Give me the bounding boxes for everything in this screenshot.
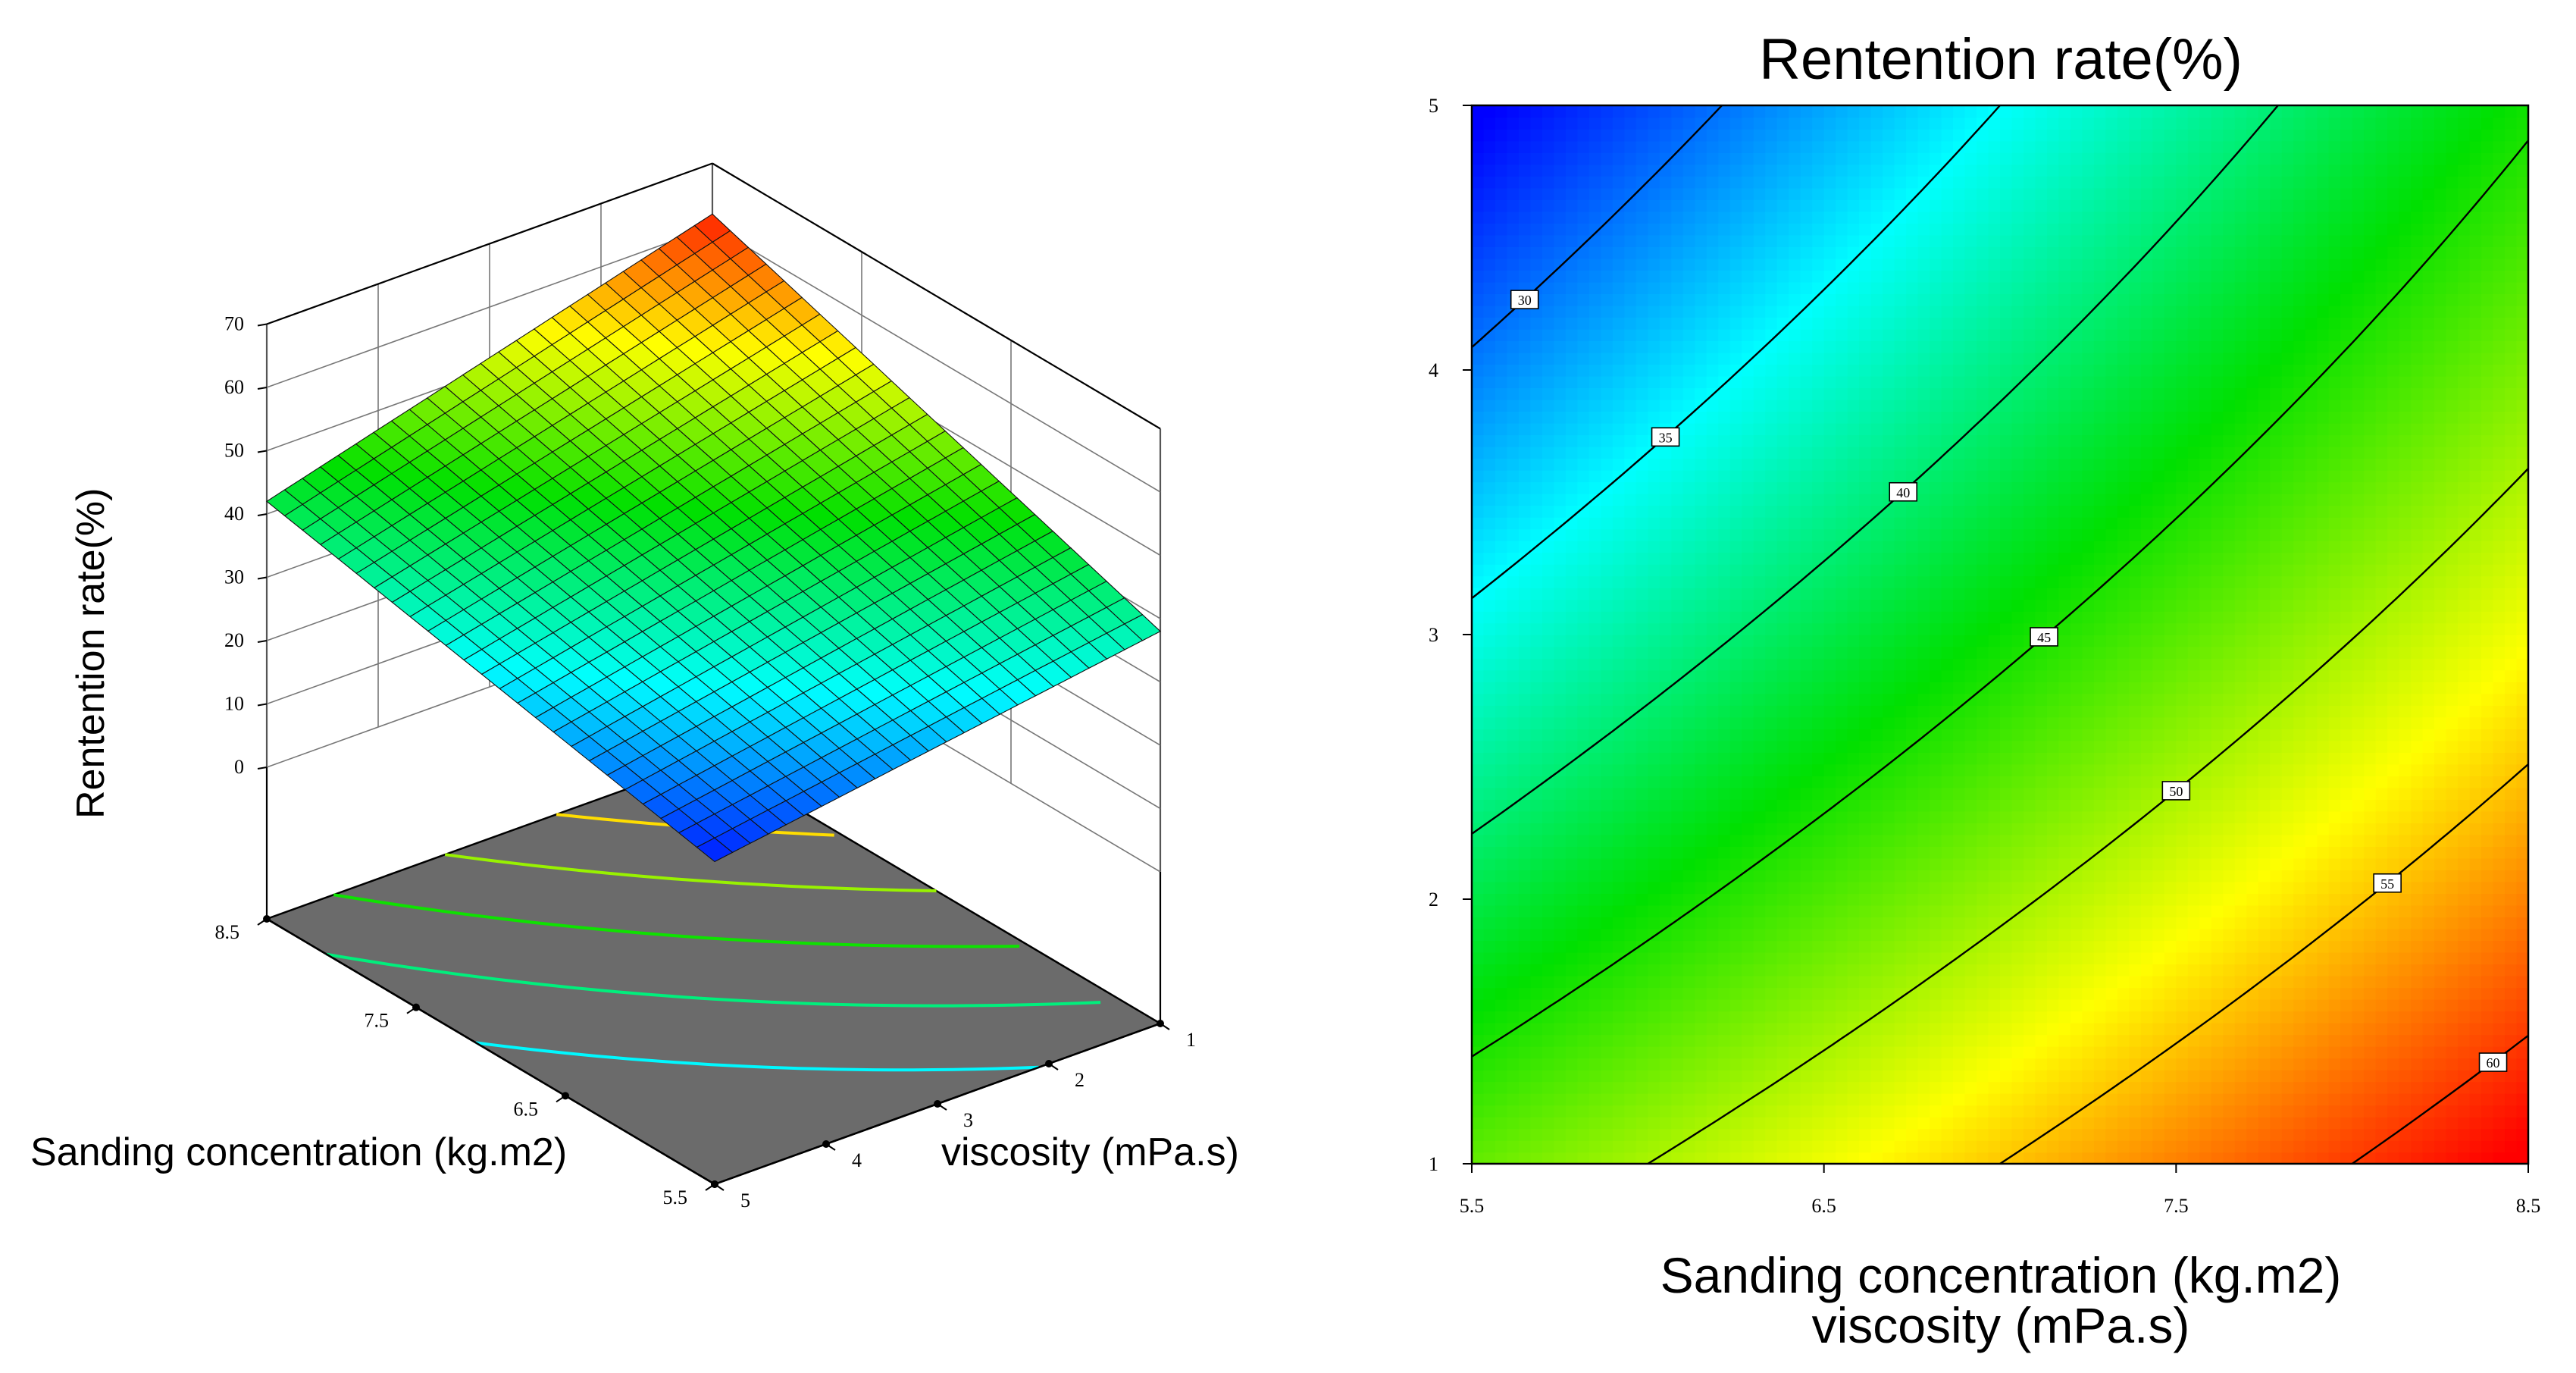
z-tick-label: 50 xyxy=(224,440,244,462)
viscosity-axis-ticks: 1 2 3 4 5 xyxy=(711,1020,1196,1212)
surface-mesh xyxy=(266,213,1161,863)
viscosity-tick-label: 3 xyxy=(963,1109,973,1131)
sanding-tick-label: 5.5 xyxy=(663,1186,688,1208)
contour-labels: 30 35 40 45 50 55 60 xyxy=(1510,290,2508,1072)
viscosity-tick-dot xyxy=(1045,1060,1053,1067)
contour-label: 40 xyxy=(1889,481,1918,502)
contour-label: 30 xyxy=(1510,290,1539,309)
contour-line xyxy=(1472,105,1723,348)
y-axis-ticks: 1 2 3 4 5 xyxy=(1429,95,1472,1175)
contour-line xyxy=(1472,139,2528,1058)
viscosity-tick-dot xyxy=(822,1140,830,1148)
viscosity-tick-dot xyxy=(711,1180,718,1188)
sanding-axis-ticks: 8.5 7.5 6.5 5.5 xyxy=(215,915,718,1208)
y-axis-label: viscosity (mPa.s) xyxy=(1812,1297,2190,1353)
sanding-tick-label: 7.5 xyxy=(365,1010,390,1032)
z-tick-mark xyxy=(257,576,268,580)
z-tick-label: 40 xyxy=(224,503,244,525)
z-tick-mark xyxy=(257,640,268,643)
z-tick-mark xyxy=(257,513,268,516)
y-tick-label: 3 xyxy=(1429,624,1438,646)
contour-label: 60 xyxy=(2478,1052,2508,1072)
viscosity-tick-label: 1 xyxy=(1186,1029,1196,1051)
contour-label: 35 xyxy=(1651,427,1680,447)
contour-label: 45 xyxy=(2030,627,2058,647)
viscosity-tick-label: 5 xyxy=(740,1190,750,1212)
floor-contour-line xyxy=(333,893,1020,948)
x-tick-label: 5.5 xyxy=(1460,1195,1485,1217)
viscosity-tick-label: 4 xyxy=(852,1149,862,1171)
contour-label: 55 xyxy=(2373,873,2402,893)
z-tick-label: 10 xyxy=(224,693,244,715)
floor-contour-line xyxy=(444,853,937,892)
contour-line xyxy=(1646,468,2528,1164)
viscosity-tick-dot xyxy=(934,1100,941,1108)
contour-lines xyxy=(1472,105,2528,1164)
contour-line xyxy=(2350,1034,2528,1164)
floor-contour-line xyxy=(475,1041,1039,1072)
z-tick-mark xyxy=(257,387,268,390)
z-tick-label: 60 xyxy=(224,376,244,398)
z-axis-label: Rentention rate(%) xyxy=(69,488,113,819)
surface-plot: 70 60 50 40 30 20 10 0 8.5 7.5 6.5 5.5 1 2 3 4 5 Rente… xyxy=(30,162,1239,1212)
chart-title: Rentention rate(%) xyxy=(1759,27,2243,92)
viscosity-tick-dot xyxy=(1157,1020,1164,1027)
viscosity-axis-label: viscosity (mPa.s) xyxy=(941,1130,1239,1174)
floor-contours xyxy=(326,813,1101,1072)
x-tick-label: 7.5 xyxy=(2164,1195,2189,1217)
z-tick-label: 30 xyxy=(224,566,244,588)
z-tick-mark xyxy=(257,766,268,770)
contour-line xyxy=(1472,105,2280,835)
z-tick-mark xyxy=(257,703,268,707)
viscosity-tick-label: 2 xyxy=(1075,1069,1085,1091)
y-tick-label: 1 xyxy=(1429,1153,1438,1175)
x-tick-label: 6.5 xyxy=(1811,1195,1836,1217)
z-tick-label: 20 xyxy=(224,629,244,651)
sanding-tick-dot xyxy=(263,915,271,923)
sanding-tick-dot xyxy=(412,1003,420,1011)
contour-label: 50 xyxy=(2161,781,2191,801)
x-tick-label: 8.5 xyxy=(2516,1195,2541,1217)
z-tick-mark xyxy=(257,323,268,327)
z-tick-mark xyxy=(257,450,268,453)
z-axis-ticks: 70 60 50 40 30 20 10 0 xyxy=(224,313,268,778)
contour-heatmap xyxy=(1472,105,2528,1164)
z-tick-label: 70 xyxy=(224,313,244,335)
z-tick-label: 0 xyxy=(234,756,244,778)
y-tick-label: 4 xyxy=(1429,359,1438,381)
surface-cell xyxy=(696,837,734,863)
sanding-tick-dot xyxy=(562,1092,569,1100)
x-axis-ticks: 5.5 6.5 7.5 8.5 xyxy=(1460,1164,2541,1217)
contour-line xyxy=(1998,763,2528,1164)
sanding-tick-label: 8.5 xyxy=(215,921,240,943)
sanding-axis-label: Sanding concentration (kg.m2) xyxy=(30,1130,567,1174)
contour-line xyxy=(1472,105,2002,600)
sanding-tick-label: 6.5 xyxy=(514,1098,539,1120)
y-tick-label: 5 xyxy=(1429,95,1438,117)
x-axis-label: Sanding concentration (kg.m2) xyxy=(1660,1247,2342,1303)
y-tick-label: 2 xyxy=(1429,889,1438,911)
floor-contour-line xyxy=(326,952,1101,1008)
